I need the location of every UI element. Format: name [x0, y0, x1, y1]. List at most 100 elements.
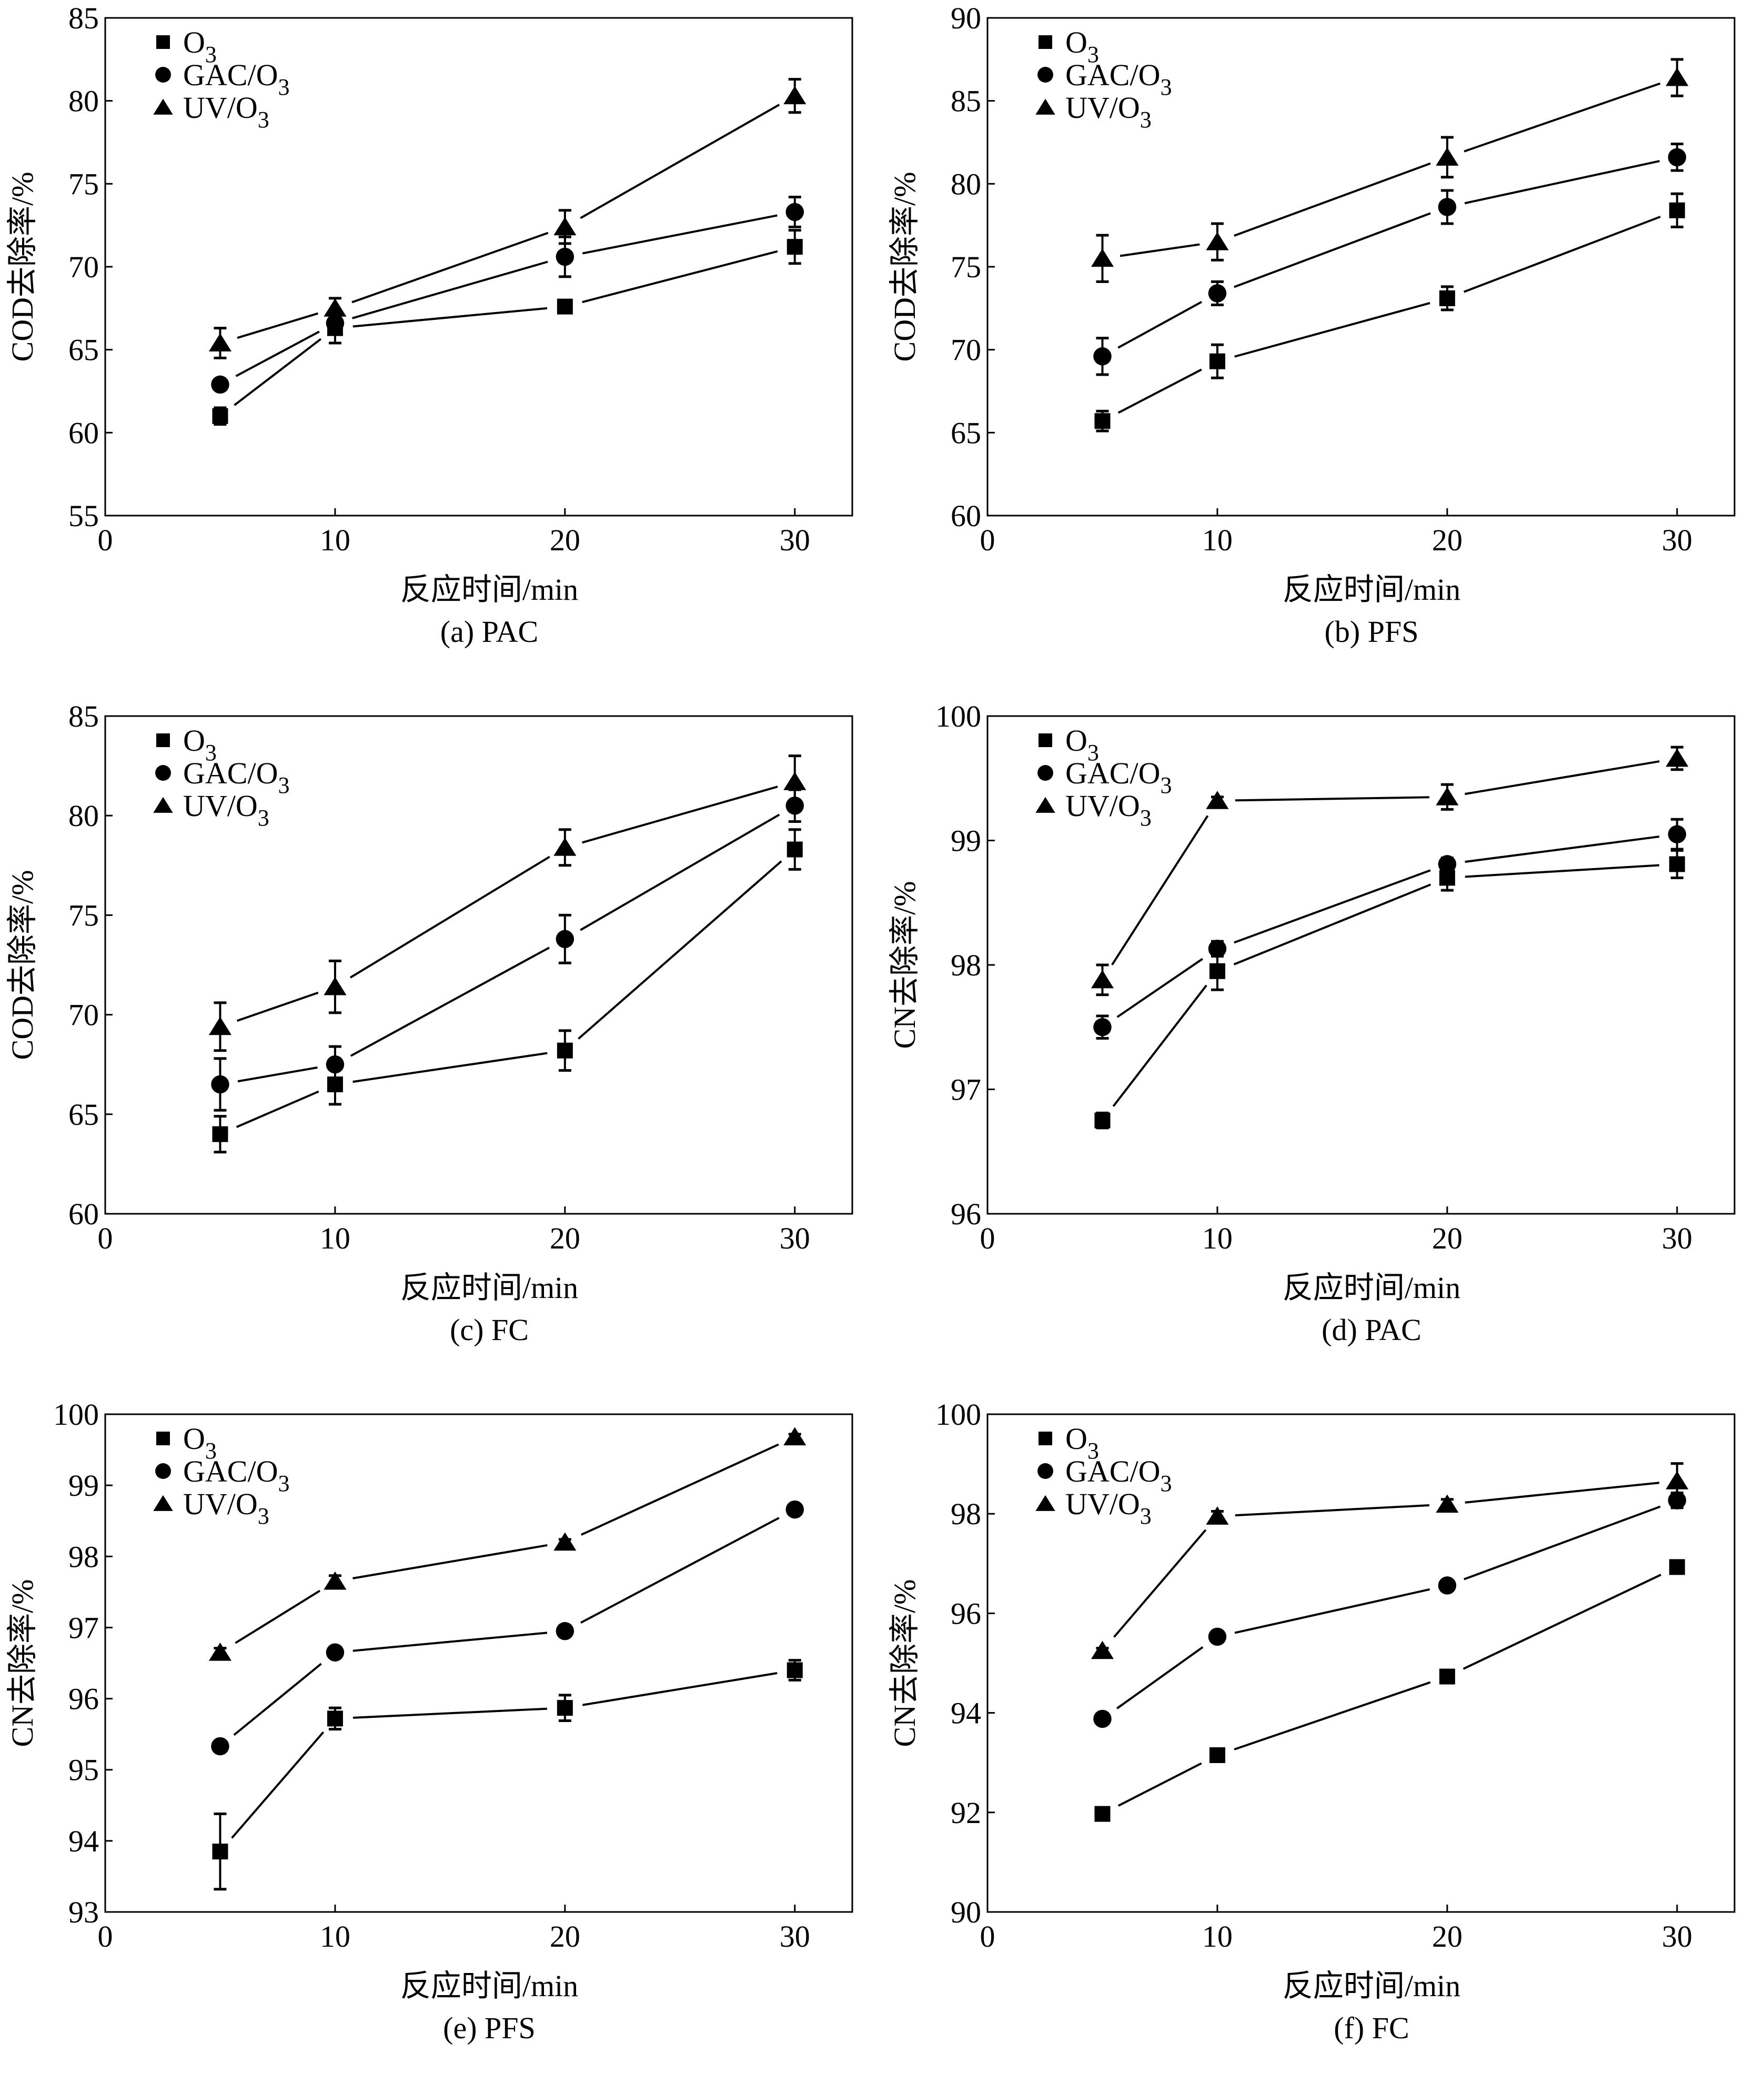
legend-label: GAC/O3 — [1065, 756, 1172, 798]
x-axis-title: 反应时间/min — [1283, 1969, 1460, 2003]
chart-b: 60 65 70 75 80 85 90 0 10 20 30 反应时间/min COD去除率/% (b)… — [888, 1, 1736, 649]
y-tick-label: 90 — [951, 1, 981, 35]
data-point-square — [1094, 413, 1111, 429]
y-tick-label: 65 — [68, 333, 99, 367]
series-line-segment — [237, 1066, 318, 1083]
data-point-circle — [785, 1500, 804, 1519]
data-point-square — [1439, 290, 1455, 306]
chart-f: 90 92 94 96 98 100 0 10 20 30 反应时间/min CN去除率/% (f) F… — [888, 1397, 1736, 2045]
legend-label: O3 — [1065, 1422, 1099, 1464]
data-point-circle — [1668, 1491, 1687, 1509]
series-line-segment — [1465, 835, 1660, 863]
series-line-segment — [352, 307, 548, 328]
series-line-segment — [1234, 869, 1431, 944]
series-line-segment — [578, 860, 782, 1040]
data-point-triangle — [1091, 1640, 1114, 1659]
x-tick-label: 0 — [98, 1919, 113, 1954]
legend-circle-icon — [155, 67, 171, 83]
series-line-segment — [1464, 160, 1660, 205]
x-tick-label: 10 — [1202, 523, 1233, 557]
data-point-circle — [211, 1075, 229, 1094]
x-tick-label: 0 — [980, 523, 995, 557]
data-point-triangle — [783, 1427, 807, 1446]
legend-label: O3 — [183, 1422, 217, 1464]
data-point-square — [1094, 1806, 1111, 1822]
legend-label-subscript: 3 — [1160, 1471, 1172, 1496]
x-tick-label: 20 — [1432, 523, 1463, 557]
y-axis-title: COD去除率/% — [5, 870, 39, 1060]
legend-triangle-icon — [153, 98, 173, 115]
x-tick-label: 30 — [1662, 1919, 1692, 1954]
y-tick-label: 80 — [951, 167, 981, 201]
x-axis-title: 反应时间/min — [400, 572, 578, 607]
legend-label-subscript: 3 — [278, 772, 289, 798]
data-point-square — [1669, 1559, 1685, 1575]
data-point-triangle — [553, 1532, 577, 1551]
series-line-segment — [236, 991, 319, 1022]
series-o3 — [1094, 192, 1685, 432]
legend-label-main: GAC/O — [1065, 58, 1160, 92]
legend-triangle-icon — [1035, 797, 1055, 813]
series-line-segment — [580, 1517, 780, 1624]
y-tick-label: 100 — [935, 699, 981, 733]
y-tick-label: 60 — [68, 1197, 99, 1231]
legend-circle-icon — [1037, 765, 1053, 781]
x-tick-label: 0 — [980, 1221, 995, 1255]
y-tick-label: 98 — [68, 1539, 99, 1574]
series-line-segment — [350, 947, 550, 1057]
legend-label-subscript: 3 — [1160, 74, 1172, 100]
series-line-segment — [1235, 1504, 1429, 1517]
y-tick-label: 97 — [68, 1610, 99, 1645]
series-line-segment — [352, 260, 548, 319]
chart-panel-a: 55 60 65 70 75 80 85 0 10 20 30 反应时间/min COD去除率/% (a)… — [0, 0, 882, 698]
data-point-triangle — [553, 837, 577, 856]
legend-triangle-icon — [153, 1495, 173, 1511]
x-tick-label: 10 — [320, 1919, 350, 1954]
x-tick-label: 10 — [320, 523, 350, 557]
data-point-triangle — [1436, 147, 1459, 166]
series-line-segment — [1233, 883, 1432, 965]
y-tick-label: 95 — [68, 1753, 99, 1787]
series-line-segment — [581, 786, 778, 844]
x-tick-label: 20 — [550, 1919, 580, 1954]
series-line-segment — [1235, 796, 1429, 802]
series-line-segment — [351, 231, 549, 304]
y-tick-label: 92 — [951, 1796, 981, 1830]
data-point-triangle — [324, 976, 347, 995]
series-line-segment — [235, 1589, 321, 1644]
data-point-circle — [326, 1643, 345, 1662]
series-uv-o3 — [1091, 746, 1689, 996]
x-axis-title: 反应时间/min — [1283, 1271, 1460, 1305]
legend-label: GAC/O3 — [183, 58, 289, 100]
data-point-square — [327, 1710, 343, 1727]
y-tick-label: 75 — [68, 898, 99, 932]
legend-label-subscript: 3 — [258, 805, 269, 831]
legend-label-subscript: 3 — [1087, 42, 1099, 67]
y-tick-label: 94 — [68, 1824, 99, 1858]
series-line-segment — [1116, 958, 1203, 1018]
legend-square-icon — [1039, 35, 1052, 49]
legend-label: UV/O3 — [1065, 1487, 1152, 1529]
y-axis-title: COD去除率/% — [888, 172, 922, 362]
data-point-circle — [1438, 1576, 1457, 1595]
data-point-triangle — [1091, 248, 1114, 267]
x-tick-label: 30 — [1662, 523, 1692, 557]
legend-label-main: GAC/O — [1065, 756, 1160, 790]
data-point-square — [787, 239, 803, 255]
y-tick-label: 97 — [951, 1073, 981, 1107]
series-o3 — [1094, 1559, 1685, 1822]
data-point-square — [1209, 1747, 1225, 1764]
legend-label-subscript: 3 — [1087, 740, 1099, 766]
data-point-square — [557, 1042, 573, 1059]
y-axis-title: CN去除率/% — [888, 1579, 922, 1747]
series-line-segment — [1465, 760, 1660, 796]
panel-caption: (e) PFS — [443, 2011, 536, 2045]
legend-square-icon — [1039, 1432, 1052, 1445]
data-point-triangle — [208, 1016, 232, 1035]
legend-label-main: O — [1065, 1422, 1087, 1456]
x-tick-label: 30 — [780, 1919, 810, 1954]
x-tick-label: 30 — [780, 1221, 810, 1255]
series-line-segment — [580, 104, 780, 219]
legend-label-subscript: 3 — [1160, 772, 1172, 798]
